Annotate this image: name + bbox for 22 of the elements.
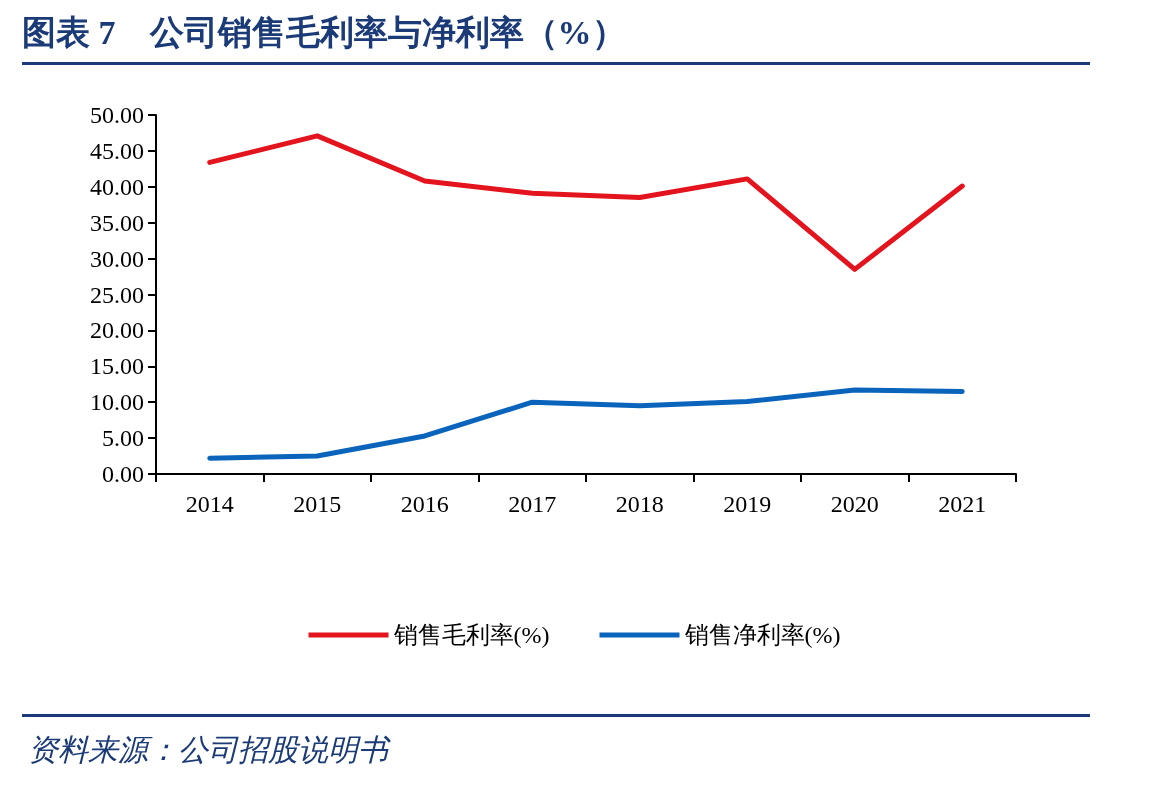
x-tick-label: 2018: [615, 491, 664, 517]
y-tick-label: 50.00: [90, 102, 144, 128]
y-tick-label: 30.00: [90, 245, 144, 272]
y-tick-label: 10.00: [90, 389, 144, 416]
y-tick-label: 15.00: [90, 353, 144, 380]
x-tick-label: 2017: [508, 491, 557, 517]
y-tick-label: 5.00: [102, 425, 144, 452]
x-tick-label: 2019: [723, 491, 772, 517]
y-tick-label: 35.00: [90, 209, 144, 236]
x-tick-label: 2015: [293, 491, 342, 517]
y-tick-label: 45.00: [90, 137, 144, 164]
x-tick-label: 2016: [400, 491, 449, 517]
legend-label: 销售毛利率(%): [392, 622, 550, 648]
x-tick-label: 2014: [185, 491, 234, 517]
chart-title: 图表 7 公司销售毛利率与净利率（%）: [22, 13, 626, 53]
y-tick-label: 40.00: [90, 173, 144, 200]
x-tick-label: 2021: [938, 491, 987, 517]
y-tick-label: 0.00: [102, 461, 144, 487]
y-tick-label: 20.00: [90, 317, 144, 344]
legend-label: 销售净利率(%): [683, 622, 841, 648]
x-tick-label: 2020: [830, 491, 879, 517]
y-tick-label: 25.00: [90, 281, 144, 308]
